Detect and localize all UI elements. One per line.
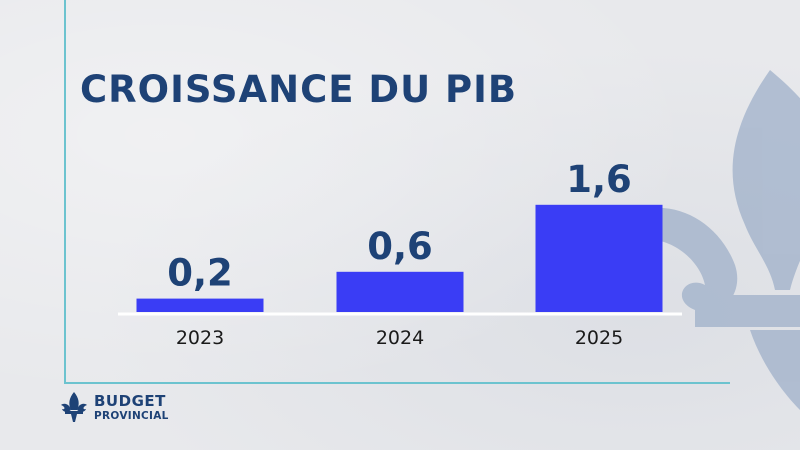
- chart-title: CROISSANCE DU PIB: [80, 68, 518, 111]
- bar-2023: [136, 298, 264, 312]
- logo-line-budget: BUDGET: [94, 392, 166, 411]
- budget-provincial-logo: BUDGET PROVINCIAL: [60, 390, 169, 426]
- fleur-de-lis-icon: [640, 70, 800, 410]
- value-label-2025: 1,6: [566, 158, 632, 201]
- value-label-2023: 0,2: [167, 252, 233, 295]
- logo-line-provincial: PROVINCIAL: [94, 410, 169, 423]
- fleur-de-lis-icon: [61, 392, 87, 422]
- chart-frame: [64, 0, 730, 384]
- bar-2025: [535, 204, 663, 312]
- category-label-2023: 2023: [176, 327, 224, 349]
- bar-2024: [336, 271, 464, 312]
- category-label-2025: 2025: [575, 327, 623, 349]
- category-label-2024: 2024: [376, 327, 424, 349]
- value-label-2024: 0,6: [367, 225, 433, 268]
